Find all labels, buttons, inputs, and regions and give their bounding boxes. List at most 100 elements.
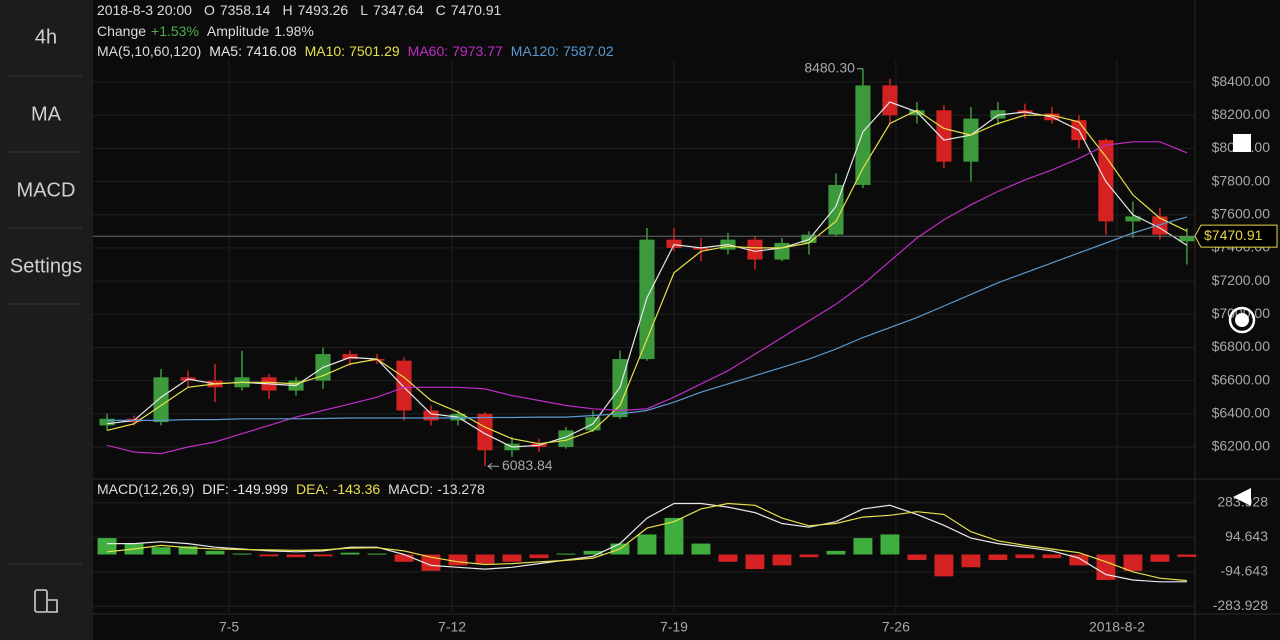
- sidebar-bg: [0, 0, 93, 640]
- price-tag: $7470.91: [1204, 227, 1263, 243]
- legend-value: 7416.08: [246, 43, 297, 59]
- legend-value: -13.278: [437, 481, 485, 497]
- candle-body: [396, 360, 412, 411]
- macd-bar: [664, 518, 684, 555]
- legend-name: MA10:: [305, 43, 345, 59]
- candle-body: [693, 247, 709, 250]
- macd-bar: [1177, 554, 1197, 557]
- macd-bar: [178, 546, 198, 555]
- macd-bar: [988, 554, 1008, 560]
- legend-name: DIF:: [202, 481, 228, 497]
- series-line: [106, 502, 1187, 582]
- macd-bar: [799, 554, 819, 558]
- time: 2018-8-3 20:00: [97, 2, 192, 18]
- macd-bar: [934, 554, 954, 577]
- ohlc-label: L: [360, 2, 368, 18]
- x-tick-label: 7-19: [660, 619, 688, 635]
- series-line: [106, 101, 1188, 448]
- series-line: [106, 109, 1188, 445]
- x-tick-label: 7-12: [438, 619, 466, 635]
- ohlc-value: 7493.26: [298, 2, 349, 18]
- y-tick-label: $7200.00: [1212, 272, 1271, 288]
- y-tick-label: $6400.00: [1212, 405, 1271, 421]
- macd-bar: [340, 552, 360, 555]
- macd-bar: [826, 550, 846, 555]
- y-tick-label: $8200.00: [1212, 106, 1271, 122]
- series-line: [106, 141, 1188, 455]
- change-label: Change: [97, 23, 146, 39]
- candle-body: [855, 85, 871, 185]
- min-pointer: [487, 462, 499, 470]
- macd-bar: [502, 554, 522, 562]
- header-change: Change +1.53% Amplitude 1.98%: [97, 23, 314, 39]
- macd-bar: [1150, 554, 1170, 562]
- macd-bar: [97, 538, 117, 555]
- amplitude-label: Amplitude: [207, 23, 269, 39]
- y-tick-label: $6200.00: [1212, 438, 1271, 454]
- series-line: [107, 502, 1187, 583]
- y-tick-label: $7000.00: [1212, 305, 1271, 321]
- ohlc-value: 7358.14: [220, 2, 271, 18]
- macd-bar: [745, 554, 765, 570]
- menu-item[interactable]: 4h: [35, 26, 57, 48]
- max-label: 8480.30: [804, 59, 855, 75]
- home-button-dot: [1235, 313, 1249, 327]
- candle-body: [666, 239, 682, 248]
- home-button[interactable]: [1228, 306, 1256, 334]
- y-tick-label: $6800.00: [1212, 338, 1271, 354]
- y-tick-label: $7600.00: [1212, 205, 1271, 221]
- candle-body: [936, 110, 952, 162]
- ohlc-label: H: [282, 2, 292, 18]
- ma-title: MA(5,10,60,120): [97, 43, 201, 59]
- macd-bar: [961, 554, 981, 568]
- legend-value: -149.999: [233, 481, 288, 497]
- chart: $6200.00 $6400.00 $6600.00 $6800.00 $7000.00…: [93, 59, 1278, 635]
- change-value: +1.53%: [151, 23, 199, 39]
- macd-bar: [1123, 554, 1143, 571]
- legend-name: MA5:: [209, 43, 242, 59]
- ohlc-value: 7347.64: [373, 2, 424, 18]
- header-ma: MA(5,10,60,120) MA5: 7416.08 MA10: 7501.29 MA…: [97, 43, 614, 59]
- candle-body: [153, 377, 169, 423]
- ohlc-label: O: [204, 2, 215, 18]
- ohlc-value: 7470.91: [451, 2, 502, 18]
- x-tick-label: 7-26: [882, 619, 910, 635]
- macd-bar: [691, 543, 711, 555]
- legend-value: 7587.02: [563, 43, 614, 59]
- fullscreen-button[interactable]: [1233, 134, 1251, 152]
- candle-body: [477, 413, 493, 451]
- candle-body: [423, 410, 439, 421]
- back-button[interactable]: [1233, 488, 1251, 506]
- macd-bar: [529, 554, 549, 559]
- candle-body: [882, 85, 898, 116]
- candle-body: [1125, 216, 1141, 222]
- amplitude-value: 1.98%: [274, 23, 314, 39]
- macd-bar: [394, 554, 414, 562]
- y-tick-label: $8400.00: [1212, 73, 1271, 89]
- menu-item[interactable]: MA: [31, 103, 62, 125]
- macd-bar: [772, 554, 792, 566]
- header-ohlc: 2018-8-3 20:00 O 7358.14 H 7493.26 L 7347.64 C 7…: [97, 2, 502, 18]
- y-tick-label: -283.928: [1213, 597, 1268, 613]
- macd-bar: [313, 554, 333, 557]
- candle-body: [990, 110, 1006, 119]
- macd-bar: [475, 554, 495, 564]
- legend-value: 7973.77: [452, 43, 503, 59]
- menu-item[interactable]: MACD: [17, 179, 76, 201]
- menu-item[interactable]: Settings: [10, 255, 82, 277]
- macd-bar: [907, 554, 927, 560]
- candle-body: [963, 118, 979, 162]
- rotate-icon[interactable]: [34, 589, 58, 613]
- legend-value: -143.36: [333, 481, 381, 497]
- macd-bar: [556, 553, 576, 555]
- candle-body: [342, 354, 358, 360]
- macd-bar: [1015, 554, 1035, 559]
- header-macd: MACD(12,26,9) DIF: -149.999 DEA: -143.36 MACD…: [97, 481, 485, 497]
- y-tick-label: 94.643: [1225, 528, 1268, 544]
- macd-bar: [583, 550, 603, 555]
- legend-name: MA60:: [408, 43, 448, 59]
- macd-bar: [232, 553, 252, 555]
- macd-bar: [1042, 554, 1062, 559]
- candle-body: [99, 418, 115, 426]
